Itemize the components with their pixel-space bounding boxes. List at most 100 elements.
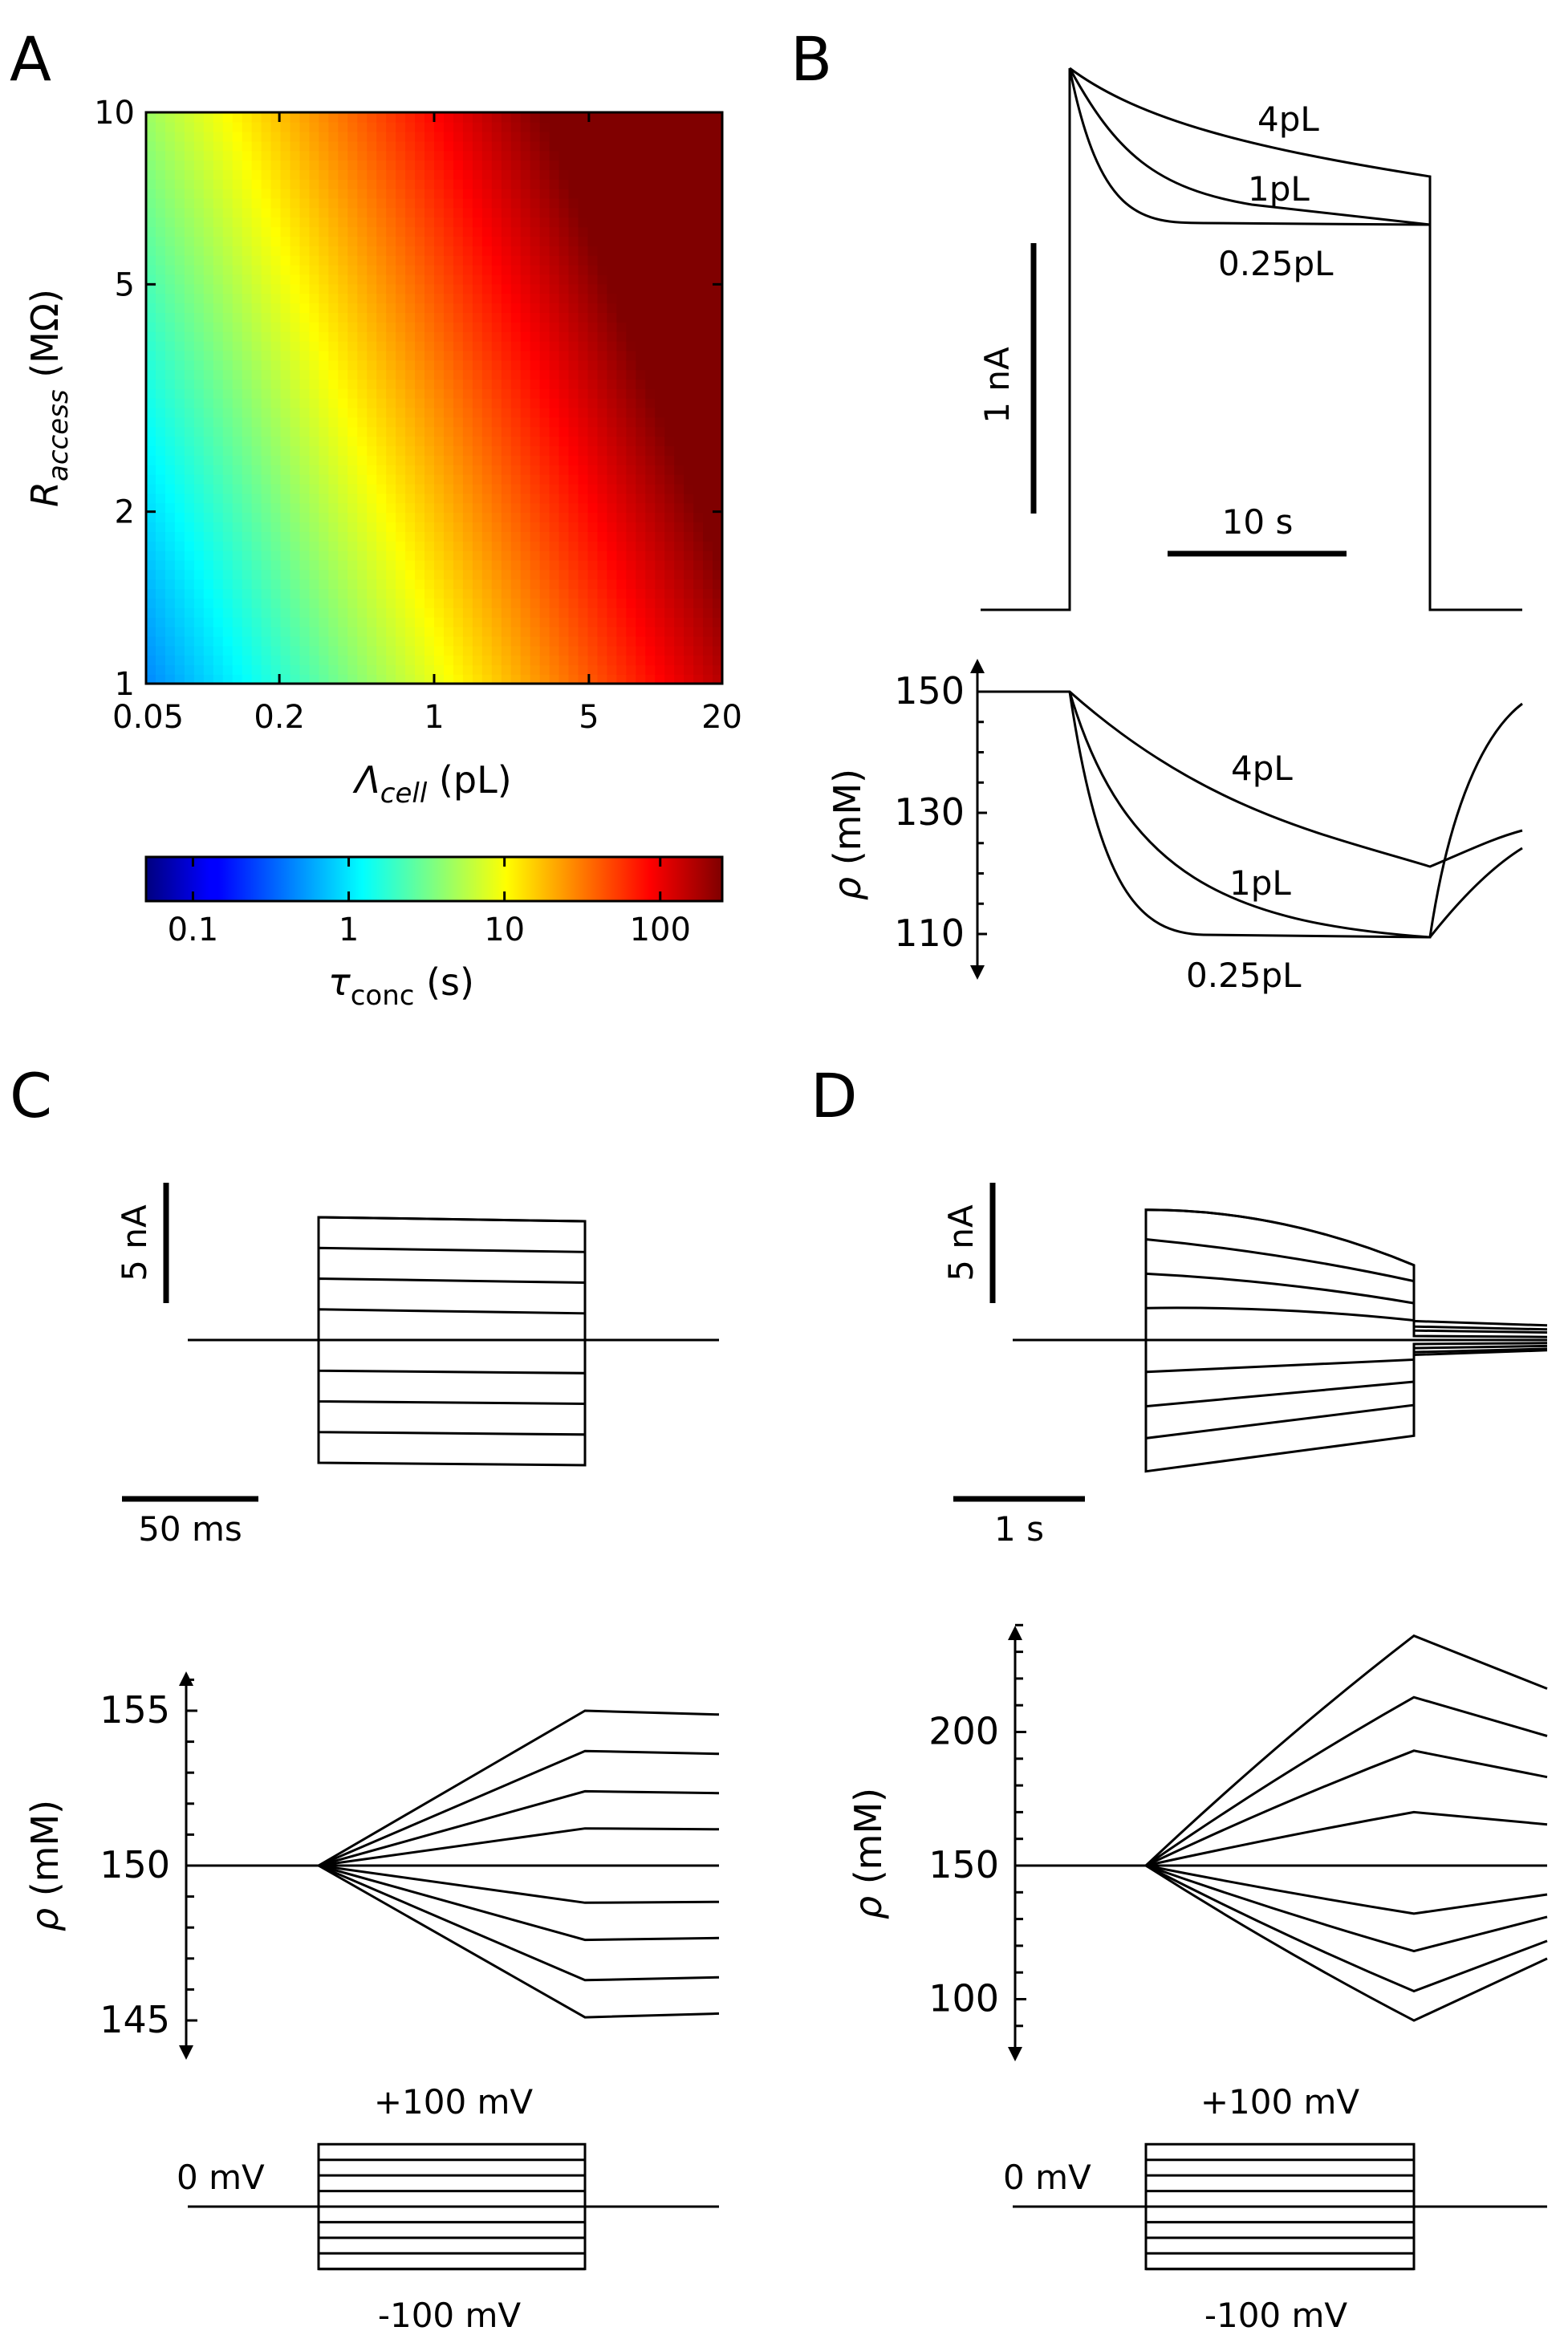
heatmap-cell xyxy=(520,140,531,152)
heatmap-cell xyxy=(213,150,224,161)
current-trace-c xyxy=(188,1246,719,1342)
heatmap-cell xyxy=(655,436,665,447)
heatmap-cell xyxy=(415,331,425,342)
heatmap-cell xyxy=(232,465,243,475)
c-conc-y-unit: (mM) xyxy=(23,1800,67,1908)
heatmap-cell xyxy=(559,121,570,132)
heatmap-cell xyxy=(607,559,618,571)
heatmap-cell xyxy=(213,274,224,285)
heatmap-cell xyxy=(568,465,579,475)
heatmap-cell xyxy=(328,455,339,465)
heatmap-cell xyxy=(357,293,368,304)
heatmap-cell xyxy=(491,465,502,475)
heatmap-cell xyxy=(280,607,291,618)
heatmap-cell xyxy=(520,150,531,161)
heatmap-cell xyxy=(578,331,589,342)
heatmap-cell xyxy=(146,388,156,399)
heatmap-cell xyxy=(251,331,262,342)
heatmap-cell xyxy=(693,531,704,542)
heatmap-cell xyxy=(530,207,541,218)
heatmap-cell xyxy=(193,541,205,551)
heatmap-cell xyxy=(434,217,445,228)
heatmap-cell xyxy=(645,598,656,608)
heatmap-cell xyxy=(319,131,330,142)
heatmap-cell xyxy=(443,645,454,656)
heatmap-cell xyxy=(597,331,608,342)
heatmap-cell xyxy=(203,674,214,684)
panel-c-current: 5 nA 50 ms xyxy=(115,1183,719,1549)
heatmap-cell xyxy=(174,531,185,542)
heatmap-cell xyxy=(597,121,608,132)
heatmap-cell xyxy=(367,226,377,238)
heatmap-cell xyxy=(242,483,253,494)
heatmap-cell xyxy=(481,398,493,408)
heatmap-cell xyxy=(549,465,560,475)
heatmap-cell xyxy=(674,236,684,246)
heatmap-cell xyxy=(616,426,628,437)
heatmap-cell xyxy=(328,465,339,475)
y-label-unit: (MΩ) xyxy=(23,289,67,389)
heatmap-cell xyxy=(491,293,502,304)
heatmap-cell xyxy=(270,579,282,590)
heatmap-cell xyxy=(270,121,282,132)
conc-trace-d xyxy=(1015,1749,1548,1867)
heatmap-cell xyxy=(222,493,234,504)
heatmap-cell xyxy=(713,502,722,514)
heatmap-cell xyxy=(174,445,185,456)
heatmap-cell xyxy=(165,579,176,590)
heatmap-cell xyxy=(396,340,406,351)
heatmap-cell xyxy=(645,522,656,532)
heatmap-cell xyxy=(203,398,214,408)
y-label-symbol: R xyxy=(23,481,67,507)
heatmap-cell xyxy=(290,522,301,532)
heatmap-cell xyxy=(636,217,647,228)
heatmap-cell xyxy=(549,112,560,123)
heatmap-cell xyxy=(405,588,416,599)
heatmap-cell xyxy=(655,150,665,161)
heatmap-cell xyxy=(280,550,291,561)
heatmap-cell xyxy=(280,588,291,599)
heatmap-cell xyxy=(472,436,483,447)
heatmap-cell xyxy=(146,112,156,123)
heatmap-cell xyxy=(501,522,512,532)
heatmap-cell xyxy=(319,169,330,180)
heatmap-cell xyxy=(443,426,454,437)
heatmap-cell xyxy=(597,246,608,256)
heatmap-cell xyxy=(664,388,675,399)
heatmap-cell xyxy=(165,616,176,627)
heatmap-cell xyxy=(713,160,722,170)
heatmap-cell xyxy=(453,207,464,218)
heatmap-cell xyxy=(703,645,713,656)
heatmap-cell xyxy=(424,674,435,684)
heatmap-cell xyxy=(396,416,406,428)
heatmap-cell xyxy=(270,131,282,142)
current-trace-d xyxy=(1013,1338,1548,1374)
heatmap-cell xyxy=(684,588,694,599)
heatmap-cell xyxy=(491,569,502,580)
heatmap-cell xyxy=(347,350,359,361)
heatmap-cell xyxy=(510,598,522,608)
heatmap-cell xyxy=(367,303,377,313)
heatmap-cell xyxy=(165,598,176,608)
heatmap-cell xyxy=(213,645,224,656)
heatmap-cell xyxy=(184,350,195,361)
heatmap-cell xyxy=(434,246,445,256)
heatmap-cell xyxy=(261,388,272,399)
heatmap-cell xyxy=(520,598,531,608)
heatmap-cell xyxy=(520,217,531,228)
heatmap-cell xyxy=(424,112,435,123)
heatmap-cell xyxy=(328,550,339,561)
heatmap-cell xyxy=(213,579,224,590)
heatmap-cell xyxy=(165,455,176,465)
heatmap-cell xyxy=(415,512,425,523)
heatmap-cell xyxy=(645,331,656,342)
heatmap-cell xyxy=(626,388,637,399)
heatmap-cell xyxy=(165,150,176,161)
heatmap-cell xyxy=(568,112,579,123)
heatmap-cell xyxy=(587,226,599,238)
heatmap-cell xyxy=(193,436,205,447)
heatmap-cell xyxy=(309,550,320,561)
heatmap-cell xyxy=(559,331,570,342)
heatmap-cell xyxy=(645,426,656,437)
heatmap-cell xyxy=(636,121,647,132)
